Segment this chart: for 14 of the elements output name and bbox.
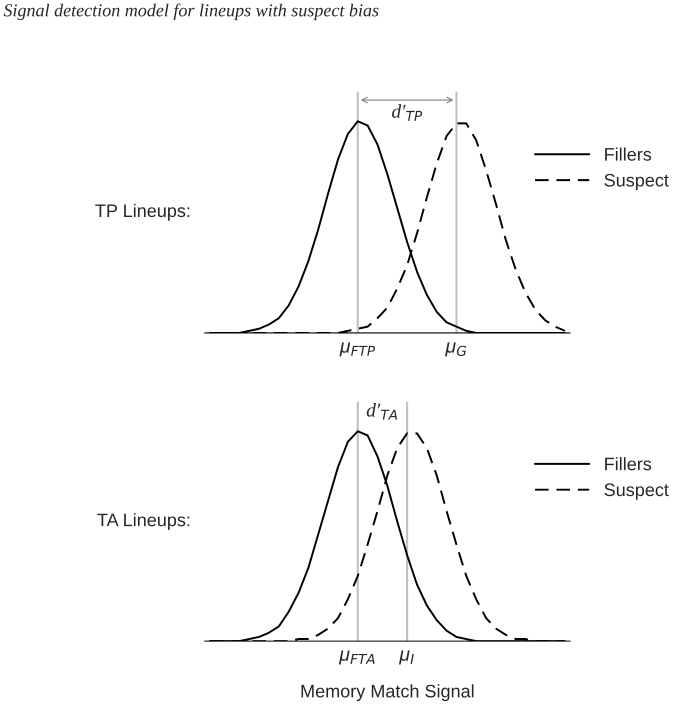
- y-axis-title: TP Lineups:: [95, 204, 190, 221]
- y-axis-title: TA Lineups:: [97, 513, 190, 530]
- x-tick-label: μ$_{FTA}$: [338, 650, 375, 664]
- x-axis-title: Memory Match Signal: [302, 684, 474, 702]
- x-tick-label: μ$_{FTP}$: [339, 342, 376, 356]
- chart-title: Signal detection model for lineups with suspect bias: [4, 4, 378, 20]
- text: d′$_{TA}$: [366, 403, 398, 420]
- x-tick-label: μ$_{I}$: [398, 650, 414, 664]
- legend-label: Fillers: [605, 147, 652, 161]
- legend-label: Suspect: [604, 174, 669, 190]
- text: d′$_{TP}$: [392, 104, 422, 121]
- x-tick-label: μ$_{G}$: [445, 342, 466, 356]
- legend-label: Fillers: [605, 457, 652, 470]
- legend-label: Suspect: [604, 483, 669, 500]
